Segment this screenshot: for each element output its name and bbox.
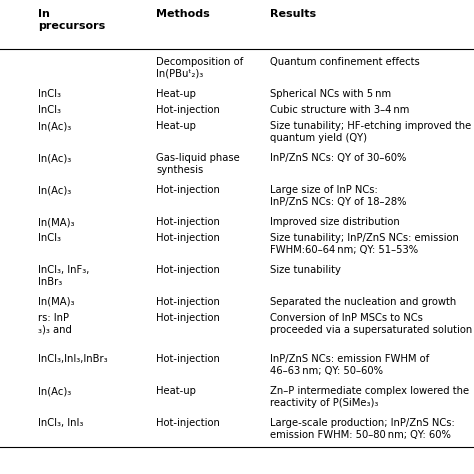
Text: InCl₃: InCl₃ [38, 233, 61, 243]
Text: Size tunability; InP/ZnS NCs: emission
FWHM:60–64 nm; QY: 51–53%: Size tunability; InP/ZnS NCs: emission F… [270, 233, 459, 255]
Text: rs: InP
₃)₃ and: rs: InP ₃)₃ and [38, 313, 72, 335]
Text: Cubic structure with 3–4 nm: Cubic structure with 3–4 nm [270, 105, 410, 115]
Text: Heat-up: Heat-up [156, 89, 196, 100]
Text: Size tunability: Size tunability [270, 265, 341, 275]
Text: Size tunability; HF-etching improved the
quantum yield (QY): Size tunability; HF-etching improved the… [270, 121, 472, 143]
Text: Hot-injection: Hot-injection [156, 105, 220, 115]
Text: Heat-up: Heat-up [156, 121, 196, 131]
Text: Hot-injection: Hot-injection [156, 233, 220, 243]
Text: InCl₃, InI₃: InCl₃, InI₃ [38, 419, 83, 428]
Text: Improved size distribution: Improved size distribution [270, 217, 400, 227]
Text: Hot-injection: Hot-injection [156, 185, 220, 195]
Text: Conversion of InP MSCs to NCs
proceeded via a supersaturated solution: Conversion of InP MSCs to NCs proceeded … [270, 313, 473, 335]
Text: Large-scale production; InP/ZnS NCs:
emission FWHM: 50–80 nm; QY: 60%: Large-scale production; InP/ZnS NCs: emi… [270, 419, 455, 440]
Text: Quantum confinement effects: Quantum confinement effects [270, 57, 420, 67]
Text: Decomposition of
In(PBuᵗ₂)₃: Decomposition of In(PBuᵗ₂)₃ [156, 57, 244, 79]
Text: In(MA)₃: In(MA)₃ [38, 217, 74, 227]
Text: InP/ZnS NCs: QY of 30–60%: InP/ZnS NCs: QY of 30–60% [270, 153, 407, 163]
Text: Hot-injection: Hot-injection [156, 297, 220, 307]
Text: Separated the nucleation and growth: Separated the nucleation and growth [270, 297, 456, 307]
Text: Methods: Methods [156, 9, 210, 19]
Text: In(Ac)₃: In(Ac)₃ [38, 121, 71, 131]
Text: Spherical NCs with 5 nm: Spherical NCs with 5 nm [270, 89, 392, 100]
Text: Gas-liquid phase
synthesis: Gas-liquid phase synthesis [156, 153, 240, 175]
Text: In(MA)₃: In(MA)₃ [38, 297, 74, 307]
Text: InCl₃,InI₃,InBr₃: InCl₃,InI₃,InBr₃ [38, 355, 108, 365]
Text: InP/ZnS NCs: emission FWHM of
46–63 nm; QY: 50–60%: InP/ZnS NCs: emission FWHM of 46–63 nm; … [270, 355, 429, 376]
Text: InCl₃, InF₃,
InBr₃: InCl₃, InF₃, InBr₃ [38, 265, 89, 287]
Text: Results: Results [270, 9, 316, 19]
Text: In(Ac)₃: In(Ac)₃ [38, 386, 71, 396]
Text: Zn–P intermediate complex lowered the
reactivity of P(SiMe₃)₃: Zn–P intermediate complex lowered the re… [270, 386, 469, 408]
Text: In
precursors: In precursors [38, 9, 105, 31]
Text: Hot-injection: Hot-injection [156, 265, 220, 275]
Text: Large size of InP NCs:
InP/ZnS NCs: QY of 18–28%: Large size of InP NCs: InP/ZnS NCs: QY o… [270, 185, 407, 207]
Text: InCl₃: InCl₃ [38, 89, 61, 100]
Text: InCl₃: InCl₃ [38, 105, 61, 115]
Text: Hot-injection: Hot-injection [156, 313, 220, 323]
Text: Hot-injection: Hot-injection [156, 419, 220, 428]
Text: Heat-up: Heat-up [156, 386, 196, 396]
Text: Hot-injection: Hot-injection [156, 217, 220, 227]
Text: In(Ac)₃: In(Ac)₃ [38, 185, 71, 195]
Text: Hot-injection: Hot-injection [156, 355, 220, 365]
Text: In(Ac)₃: In(Ac)₃ [38, 153, 71, 163]
